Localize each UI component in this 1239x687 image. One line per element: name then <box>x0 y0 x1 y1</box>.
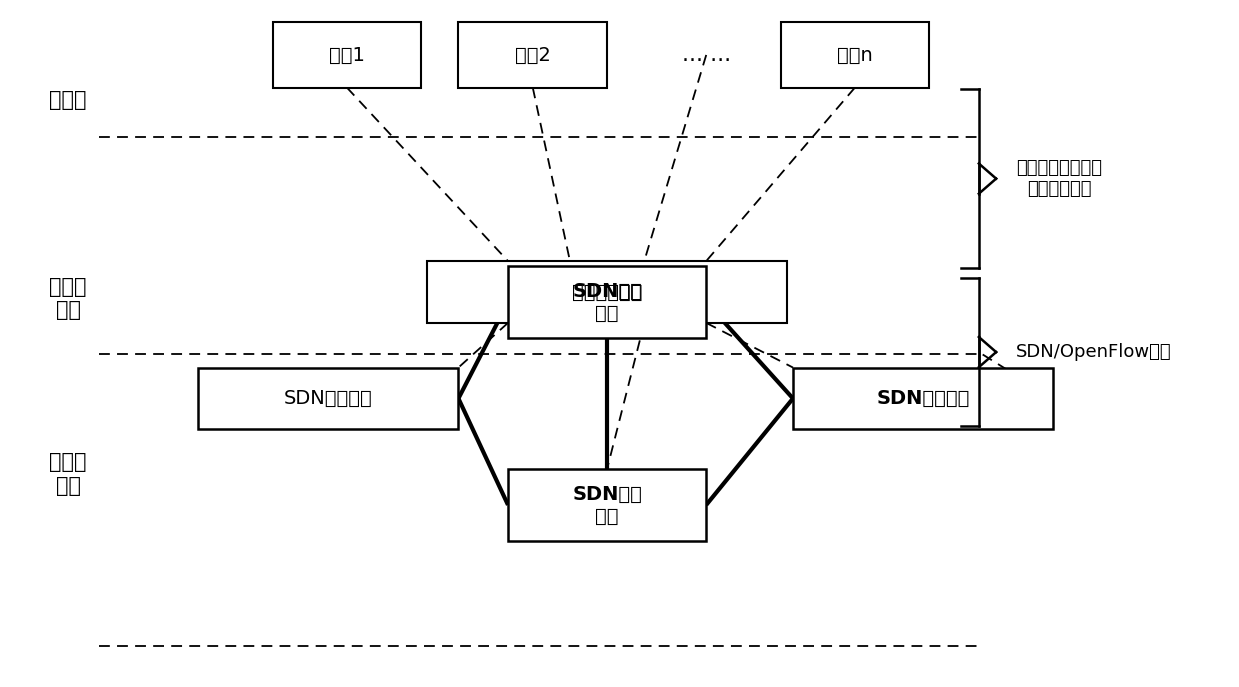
Bar <box>793 368 1053 429</box>
Bar <box>508 469 706 541</box>
Text: SDN转发设备: SDN转发设备 <box>876 389 970 408</box>
Bar <box>273 22 421 87</box>
Text: ... ...: ... ... <box>681 45 731 65</box>
Text: SDN/OpenFlow协议: SDN/OpenFlow协议 <box>1016 343 1172 361</box>
Text: 应用程序编程接口
（北向接口）: 应用程序编程接口 （北向接口） <box>1016 159 1101 198</box>
Bar <box>427 261 787 323</box>
Text: 应用n: 应用n <box>838 45 872 65</box>
Text: 应用层: 应用层 <box>50 89 87 110</box>
Text: 应用2: 应用2 <box>515 45 550 65</box>
Text: SDN转发
设备: SDN转发 设备 <box>572 282 642 323</box>
Text: 基础设
施层: 基础设 施层 <box>50 453 87 495</box>
Text: SDN转发
设备: SDN转发 设备 <box>572 484 642 526</box>
Bar <box>508 266 706 338</box>
Bar <box>198 368 458 429</box>
Bar <box>458 22 607 87</box>
Text: 网络操作系统: 网络操作系统 <box>572 282 642 302</box>
Bar <box>781 22 929 87</box>
Text: 应用1: 应用1 <box>330 45 364 65</box>
Text: 网络控
制层: 网络控 制层 <box>50 278 87 320</box>
Text: SDN转发设备: SDN转发设备 <box>284 389 373 408</box>
